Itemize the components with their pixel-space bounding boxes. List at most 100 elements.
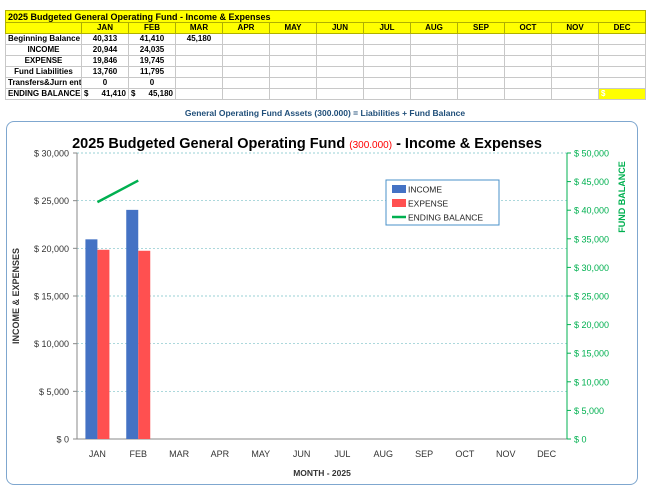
cell-value xyxy=(551,55,599,67)
x-tick-label: DEC xyxy=(537,449,557,459)
x-tick-label: SEP xyxy=(415,449,433,459)
ending-balance-empty xyxy=(175,88,223,100)
y2-tick-label: $ 10,000 xyxy=(574,377,609,387)
ending-balance-empty xyxy=(457,88,505,100)
row-label: EXPENSE xyxy=(5,55,82,67)
cell-value xyxy=(504,77,552,89)
cell-value: 45,180 xyxy=(175,33,223,45)
chart-title-part1: 2025 Budgeted General Operating Fund xyxy=(72,136,349,152)
cell-value xyxy=(363,77,411,89)
cell-value xyxy=(504,66,552,78)
cell-value xyxy=(222,55,270,67)
cell-value: 0 xyxy=(128,77,176,89)
cell-value xyxy=(175,55,223,67)
y-axis-label: INCOME & EXPENSES xyxy=(11,248,21,344)
ending-balance-empty xyxy=(316,88,364,100)
x-axis-label: MONTH - 2025 xyxy=(293,468,351,478)
ending-balance-empty xyxy=(551,88,599,100)
line-ending-balance xyxy=(96,179,139,204)
cell-value xyxy=(410,55,458,67)
month-header: OCT xyxy=(504,22,552,34)
cell-value xyxy=(175,66,223,78)
y2-tick-label: $ 5,000 xyxy=(574,406,604,416)
bar-expense xyxy=(97,249,110,439)
ending-balance-dec: $ xyxy=(597,88,647,100)
ending-balance-value: $41,410 xyxy=(81,88,129,100)
assets-note: General Operating Fund Assets (300.000) … xyxy=(184,108,466,118)
ending-balance-value: $45,180 xyxy=(128,88,176,100)
cell-value xyxy=(504,55,552,67)
cell-value xyxy=(222,77,270,89)
cell-value xyxy=(551,66,599,78)
y2-axis-label: FUND BALANCE xyxy=(617,161,627,233)
y-tick-label: $ 30,000 xyxy=(34,149,69,159)
cell-value xyxy=(175,44,223,56)
x-tick-label: NOV xyxy=(496,449,516,459)
cell-value: 40,313 xyxy=(81,33,129,45)
y2-tick-label: $ 20,000 xyxy=(574,320,609,330)
month-header: APR xyxy=(222,22,270,34)
cell-value xyxy=(410,66,458,78)
chart-container: $ 0 $ 5,000 $ 10,000 $ 15,000 $ 20,000 $ 25,0… xyxy=(6,121,638,485)
ending-balance-empty xyxy=(222,88,270,100)
dollar-sign: $ xyxy=(84,89,89,99)
y-tick-label: $ 10,000 xyxy=(34,339,69,349)
cell-value xyxy=(363,44,411,56)
y2-tick-label: $ 0 xyxy=(574,435,587,445)
cell-value xyxy=(175,77,223,89)
month-header: JUN xyxy=(316,22,364,34)
bar-expense xyxy=(138,250,151,439)
cell-value xyxy=(410,33,458,45)
y2-tick-label: $ 25,000 xyxy=(574,292,609,302)
cell-value xyxy=(269,33,317,45)
cell-value xyxy=(363,33,411,45)
x-tick-label: JUN xyxy=(293,449,311,459)
y-tick-label: $ 0 xyxy=(56,435,69,445)
month-header: DEC xyxy=(597,22,647,34)
cell-value xyxy=(551,33,599,45)
x-tick-label: MAR xyxy=(169,449,190,459)
cell-value xyxy=(504,33,552,45)
x-tick-label: JUL xyxy=(334,449,350,459)
y2-tick-label: $ 40,000 xyxy=(574,206,609,216)
cell-value xyxy=(222,33,270,45)
cell-value xyxy=(457,55,505,67)
cell-value xyxy=(551,77,599,89)
x-tick-label: FEB xyxy=(129,449,147,459)
ending-balance-empty xyxy=(504,88,552,100)
cell-value xyxy=(269,55,317,67)
cell-value xyxy=(222,44,270,56)
cell-value: 0 xyxy=(81,77,129,89)
x-tick-label: MAY xyxy=(251,449,270,459)
month-header: MAR xyxy=(175,22,223,34)
y-tick-label: $ 25,000 xyxy=(34,196,69,206)
month-header: MAY xyxy=(269,22,317,34)
cell-value xyxy=(597,44,647,56)
y-tick-label: $ 20,000 xyxy=(34,244,69,254)
cell-value xyxy=(457,44,505,56)
x-tick-label: JAN xyxy=(89,449,106,459)
x-tick-label: AUG xyxy=(373,449,393,459)
month-header-blank xyxy=(5,22,82,34)
cell-value xyxy=(222,66,270,78)
row-label: INCOME xyxy=(5,44,82,56)
x-tick-label: APR xyxy=(211,449,230,459)
month-header: NOV xyxy=(551,22,599,34)
y-tick-label: $ 5,000 xyxy=(39,387,69,397)
budget-chart: $ 0 $ 5,000 $ 10,000 $ 15,000 $ 20,000 $ 25,0… xyxy=(11,136,627,478)
cell-value xyxy=(316,44,364,56)
cell-value: 19,745 xyxy=(128,55,176,67)
month-header: FEB xyxy=(128,22,176,34)
cell-value xyxy=(597,66,647,78)
cell-value xyxy=(457,66,505,78)
cell-value xyxy=(269,77,317,89)
chart-title: 2025 Budgeted General Operating Fund (30… xyxy=(72,136,542,152)
ending-amount: 41,410 xyxy=(101,89,126,99)
cell-value xyxy=(363,66,411,78)
cell-value xyxy=(269,66,317,78)
cell-value xyxy=(504,44,552,56)
cell-value xyxy=(410,77,458,89)
cell-value xyxy=(410,44,458,56)
cell-value xyxy=(269,44,317,56)
legend-label: INCOME xyxy=(408,185,442,195)
